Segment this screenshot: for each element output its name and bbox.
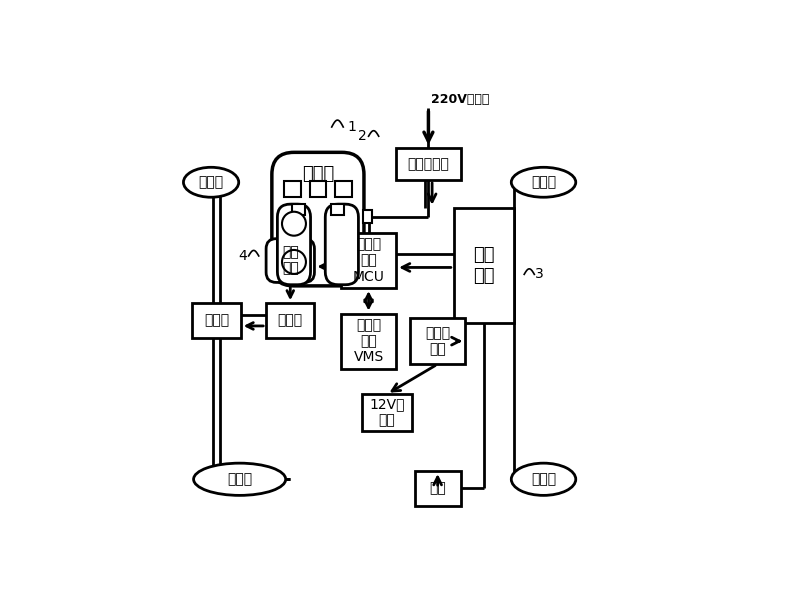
Text: 左前轮: 左前轮 xyxy=(227,472,252,486)
Text: 左前轮: 左前轮 xyxy=(531,472,556,486)
Text: 电机控
制器
MCU: 电机控 制器 MCU xyxy=(353,237,385,283)
Ellipse shape xyxy=(511,463,576,495)
Ellipse shape xyxy=(511,167,576,197)
Text: 220V交流电: 220V交流电 xyxy=(430,93,489,106)
Text: 直流变
换器: 直流变 换器 xyxy=(425,326,450,356)
Text: 整车控
制器
VMS: 整车控 制器 VMS xyxy=(354,318,384,364)
FancyBboxPatch shape xyxy=(278,204,310,285)
Text: 变速箱: 变速箱 xyxy=(278,313,303,328)
Circle shape xyxy=(282,212,306,236)
Text: 差速器: 差速器 xyxy=(204,313,229,328)
FancyBboxPatch shape xyxy=(292,204,305,215)
Text: 高压
电池: 高压 电池 xyxy=(473,246,494,285)
FancyBboxPatch shape xyxy=(341,313,396,369)
FancyBboxPatch shape xyxy=(193,303,241,338)
FancyBboxPatch shape xyxy=(362,394,412,431)
Text: 空调: 空调 xyxy=(430,481,446,496)
FancyBboxPatch shape xyxy=(410,318,466,364)
Text: 1: 1 xyxy=(348,120,357,134)
FancyBboxPatch shape xyxy=(396,148,461,180)
Text: 右前轮: 右前轮 xyxy=(198,175,224,190)
Ellipse shape xyxy=(194,463,286,495)
FancyBboxPatch shape xyxy=(335,181,351,197)
FancyBboxPatch shape xyxy=(331,204,344,215)
FancyBboxPatch shape xyxy=(272,152,364,286)
Text: 右后轮: 右后轮 xyxy=(531,175,556,190)
Text: 12V小
电池: 12V小 电池 xyxy=(370,398,405,428)
Text: 驱动
电机: 驱动 电机 xyxy=(282,245,298,276)
FancyBboxPatch shape xyxy=(266,239,314,282)
FancyBboxPatch shape xyxy=(454,208,514,323)
Ellipse shape xyxy=(183,167,238,197)
FancyBboxPatch shape xyxy=(284,181,301,197)
FancyBboxPatch shape xyxy=(363,210,372,223)
FancyBboxPatch shape xyxy=(326,204,358,285)
FancyBboxPatch shape xyxy=(414,471,461,506)
Text: 2: 2 xyxy=(358,129,367,144)
FancyBboxPatch shape xyxy=(341,233,396,288)
FancyBboxPatch shape xyxy=(266,303,314,338)
FancyBboxPatch shape xyxy=(310,181,326,197)
Text: 4: 4 xyxy=(238,249,246,263)
Text: 3: 3 xyxy=(534,267,543,282)
Text: 增程器: 增程器 xyxy=(302,166,334,184)
Circle shape xyxy=(282,250,306,274)
Text: 车载充电器: 车载充电器 xyxy=(407,157,450,171)
